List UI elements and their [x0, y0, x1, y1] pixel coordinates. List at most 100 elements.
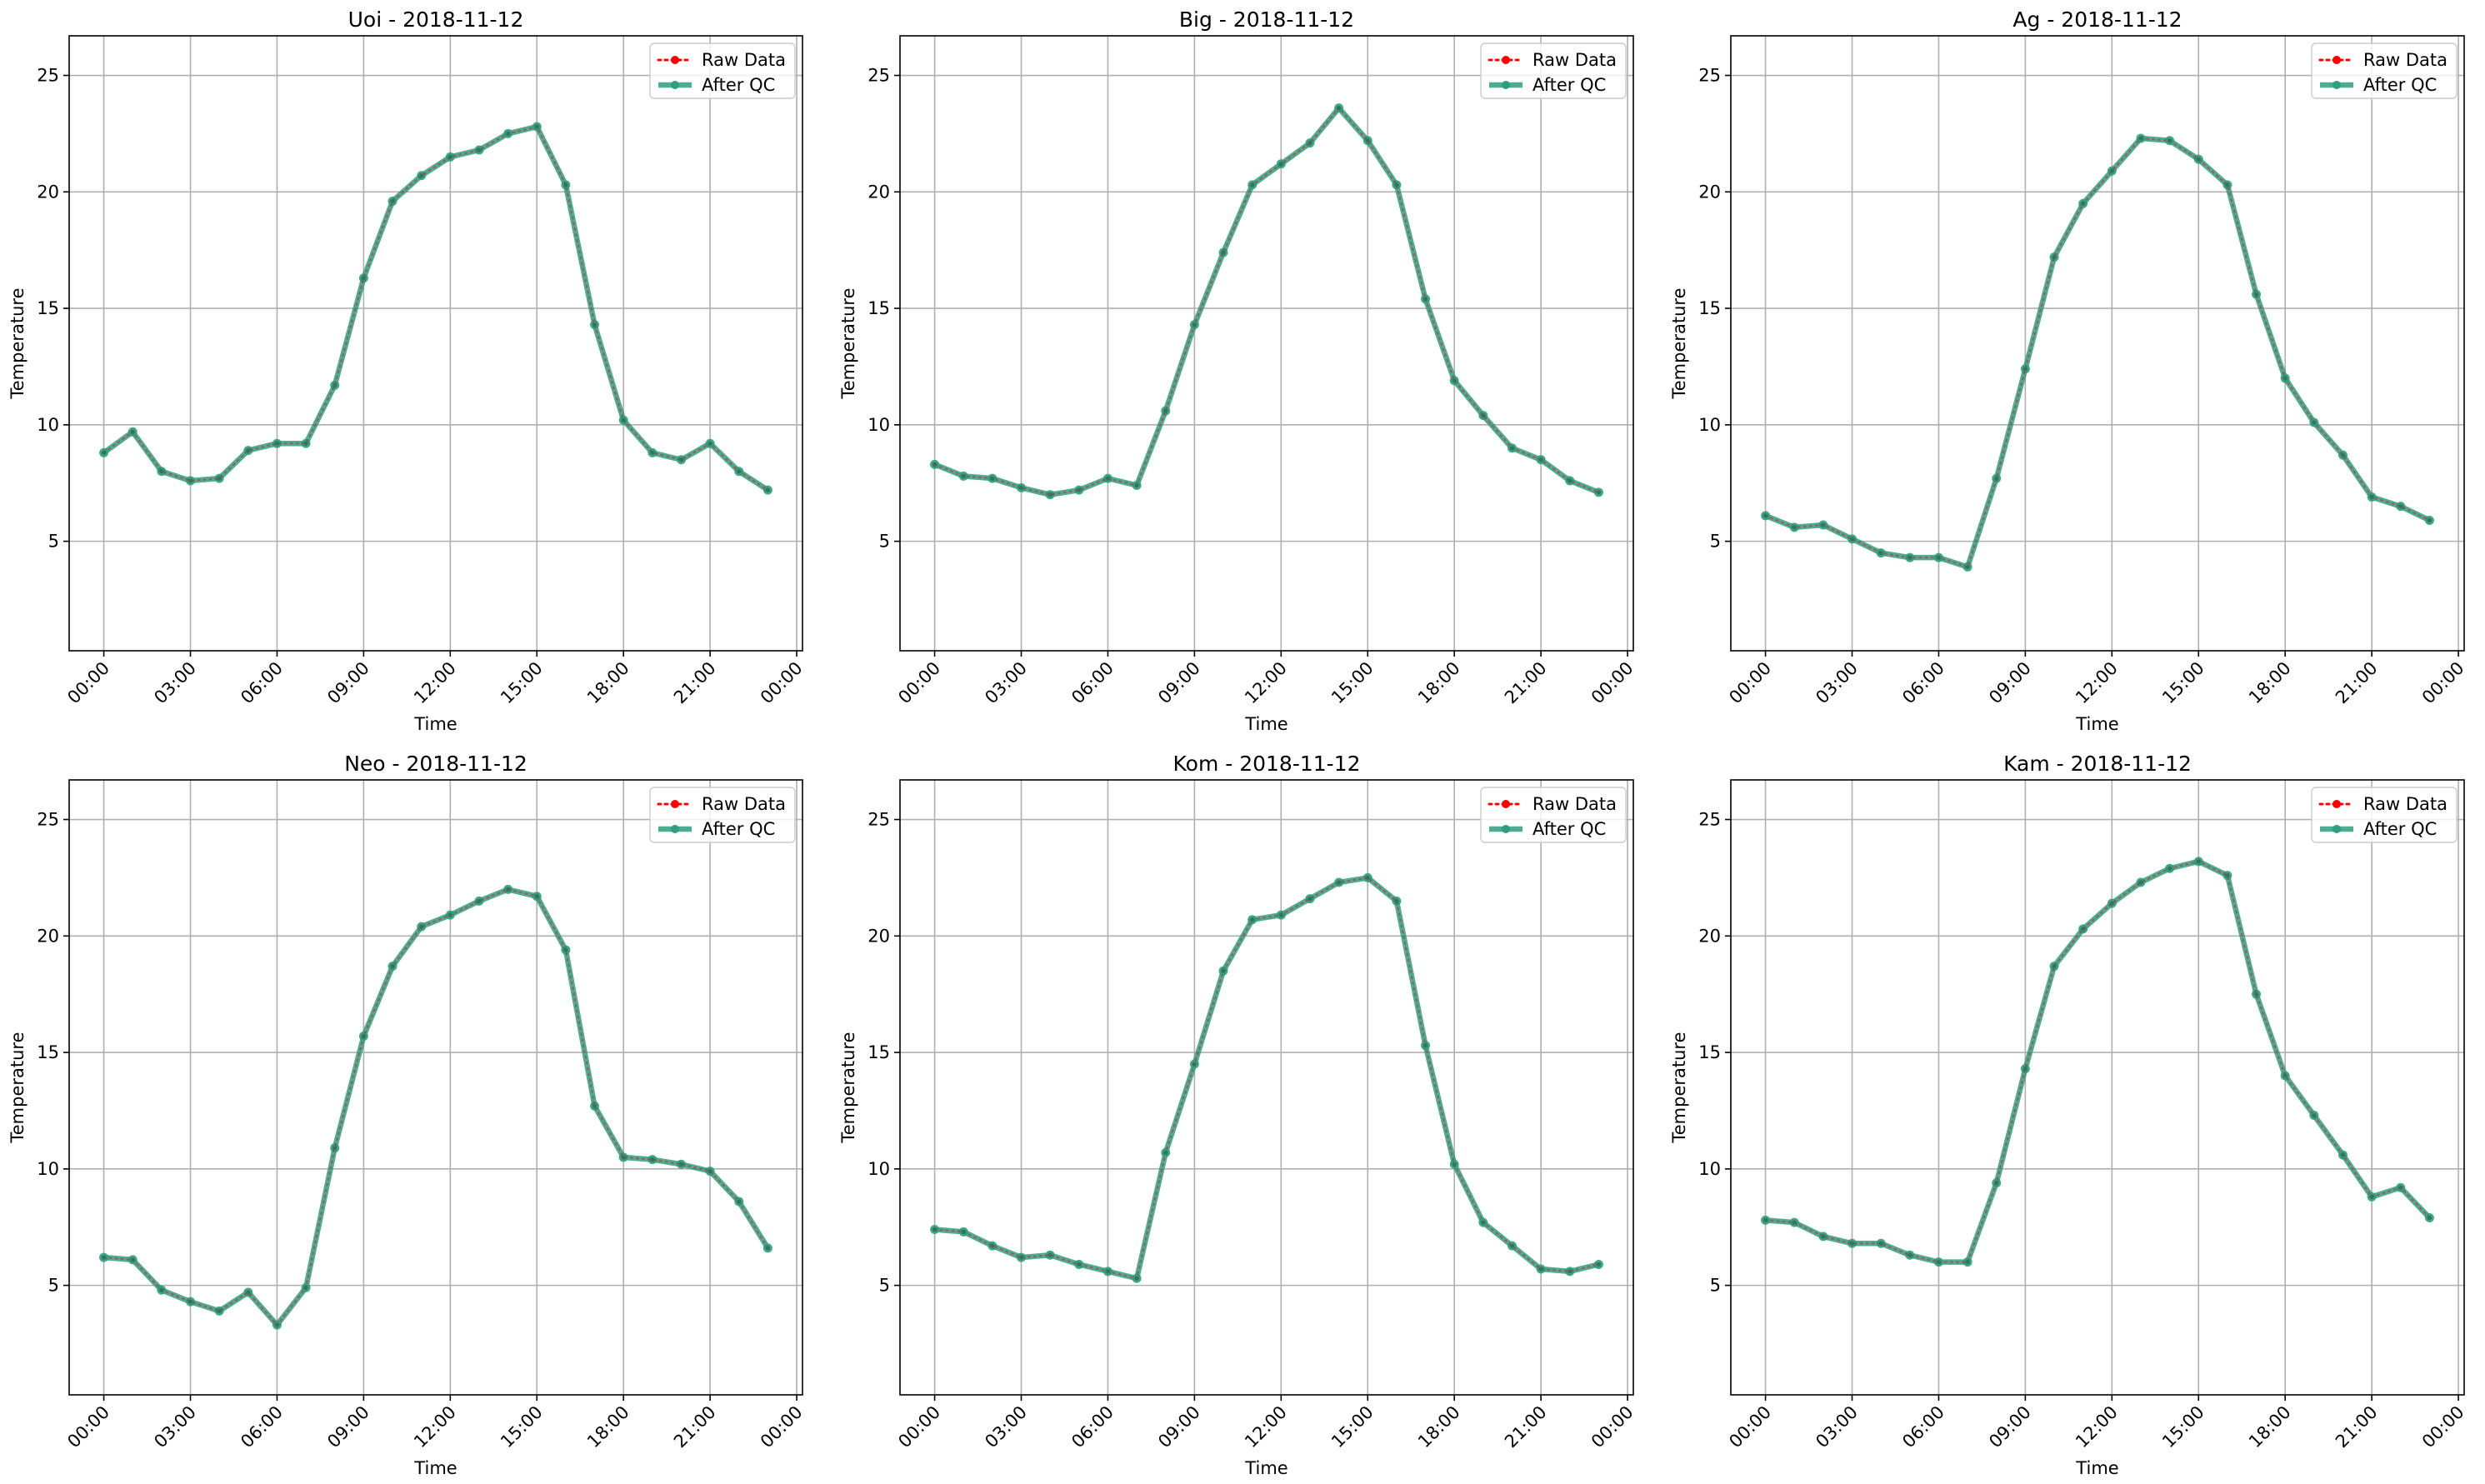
x-axis-label: Time [2075, 714, 2118, 734]
raw-point [708, 441, 712, 446]
x-tick-label: 21:00 [1501, 658, 1551, 708]
y-tick-label: 20 [868, 926, 890, 946]
raw-point [1077, 1262, 1082, 1267]
y-tick-label: 20 [1698, 182, 1721, 202]
legend-raw-marker [1502, 56, 1510, 64]
raw-point [2196, 859, 2201, 864]
raw-point [990, 1243, 995, 1248]
raw-point [1394, 182, 1399, 187]
plot-area [1731, 780, 2464, 1395]
x-tick-label: 21:00 [1501, 1402, 1551, 1452]
grid [900, 780, 1633, 1395]
raw-point [1481, 413, 1486, 418]
raw-point [1849, 1241, 1855, 1246]
x-tick-label: 00:00 [2418, 1402, 2468, 1452]
raw-point [678, 1162, 684, 1167]
x-axis-label: Time [2075, 1458, 2118, 1478]
x-tick-label: 03:00 [150, 1402, 200, 1452]
raw-point [419, 924, 424, 929]
raw-point [765, 487, 771, 492]
raw-point [650, 1157, 655, 1162]
raw-point [2196, 157, 2201, 162]
legend-qc-marker [1502, 825, 1510, 833]
x-tick-label: 18:00 [2245, 1402, 2295, 1452]
y-tick-label: 10 [1698, 1159, 1721, 1179]
y-tick-label: 15 [37, 1042, 59, 1062]
raw-point [2225, 873, 2230, 878]
x-tick-label: 06:00 [237, 1402, 287, 1452]
y-axis-label: Temperature [838, 287, 858, 399]
x-tick-label: 21:00 [2332, 658, 2382, 708]
raw-point [1878, 550, 1883, 556]
x-tick-label: 12:00 [410, 658, 460, 708]
y-tick-label: 5 [48, 532, 59, 552]
y-tick-label: 5 [879, 1276, 890, 1296]
raw-point [506, 887, 511, 892]
x-tick-label: 18:00 [1414, 1402, 1464, 1452]
grid [1731, 36, 2464, 651]
raw-point [419, 173, 424, 178]
raw-point [1994, 1181, 1999, 1186]
raw-point [932, 462, 938, 467]
raw-point [563, 182, 568, 187]
legend-qc-marker [2332, 825, 2341, 833]
x-tick-label: 12:00 [1241, 1402, 1291, 1452]
chart-title: Neo - 2018-11-12 [344, 752, 528, 776]
raw-point [130, 1257, 135, 1262]
raw-point [1452, 1162, 1457, 1167]
raw-point [1538, 1267, 1543, 1272]
raw-point [563, 947, 568, 952]
raw-point [2398, 504, 2403, 509]
raw-point [2369, 494, 2374, 500]
raw-point [1250, 182, 1255, 187]
chart-panel-2: 5 10 15 20 25 00:00 03:00 06:00 09:00 12:00 15:00 1… [838, 7, 1638, 734]
x-tick-label: 00:00 [894, 658, 944, 708]
raw-point [1278, 912, 1283, 917]
raw-point [1568, 478, 1572, 483]
legend-raw-label: Raw Data [702, 794, 786, 814]
series-after-qc [1762, 135, 2432, 570]
legend-raw-label: Raw Data [1532, 794, 1617, 814]
x-axis-label: Time [1244, 1458, 1288, 1478]
legend-raw-label: Raw Data [2363, 50, 2448, 70]
x-tick-label: 06:00 [1898, 1402, 1948, 1452]
legend-qc-marker [1502, 81, 1510, 89]
x-tick-label: 15:00 [497, 1402, 547, 1452]
raw-point [1221, 968, 1226, 973]
x-tick-label: 03:00 [1812, 1402, 1862, 1452]
chart-panel-1: 5 10 15 20 25 00:00 03:00 06:00 09:00 12:00 15:00 1… [8, 7, 807, 734]
raw-point [303, 441, 308, 446]
x-tick-label: 09:00 [323, 1402, 373, 1452]
raw-point [1936, 555, 1942, 560]
x-tick-label: 00:00 [894, 1402, 944, 1452]
raw-point [130, 429, 135, 434]
raw-point [1250, 917, 1255, 922]
raw-point [2253, 992, 2259, 997]
raw-point [390, 198, 395, 204]
series-raw-data [1764, 860, 2431, 1263]
y-tick-label: 15 [1698, 298, 1721, 318]
chart-title: Kam - 2018-11-12 [2003, 752, 2192, 776]
raw-point [2369, 1194, 2374, 1199]
raw-point [1018, 1255, 1024, 1260]
y-tick-label: 25 [1698, 810, 1721, 830]
y-tick-label: 25 [37, 66, 59, 86]
series-raw-data [933, 106, 1600, 496]
chart-title: Uoi - 2018-11-12 [348, 7, 524, 32]
x-tick-label: 15:00 [2158, 658, 2208, 708]
raw-point [1965, 564, 1970, 569]
y-tick-label: 10 [1698, 415, 1721, 435]
raw-point [274, 1322, 280, 1327]
raw-point [1965, 1260, 1970, 1265]
legend-raw-marker [671, 800, 679, 808]
x-tick-label: 12:00 [2072, 658, 2122, 708]
raw-point [217, 1308, 222, 1313]
grid [1731, 780, 2464, 1395]
legend: Raw Data After QC [1480, 787, 1627, 843]
raw-point [1422, 297, 1428, 302]
raw-point [650, 450, 655, 455]
x-tick-label: 00:00 [757, 1402, 807, 1452]
legend-raw-label: Raw Data [702, 50, 786, 70]
y-tick-label: 25 [37, 810, 59, 830]
raw-point [961, 473, 966, 478]
